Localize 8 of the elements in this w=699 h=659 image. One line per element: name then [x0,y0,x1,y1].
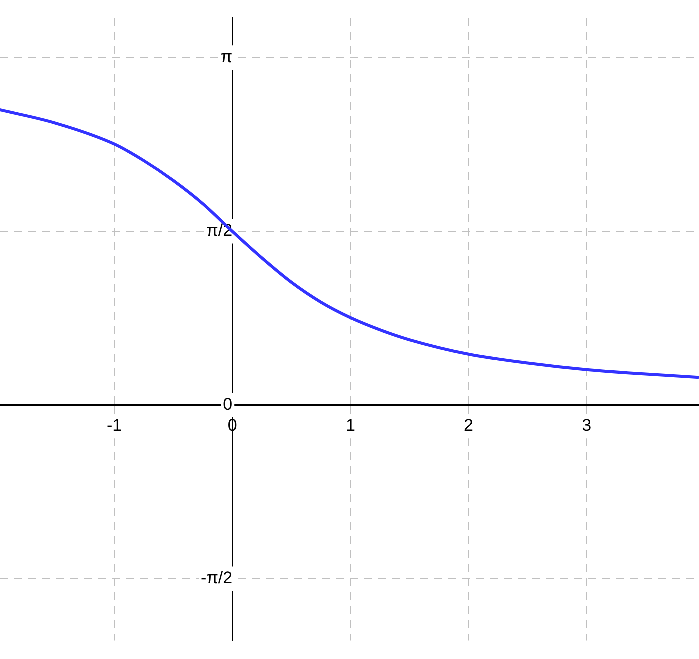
y-tick-label: 0 [223,394,233,414]
y-tick-label: π [220,48,233,67]
y-tick-label: -π/2 [201,568,233,588]
x-tick-label: -1 [106,416,122,436]
x-tick-label: 2 [464,416,474,436]
x-tick-label: 3 [582,416,592,436]
line-series [0,108,699,380]
x-tick-label: 1 [346,416,356,436]
